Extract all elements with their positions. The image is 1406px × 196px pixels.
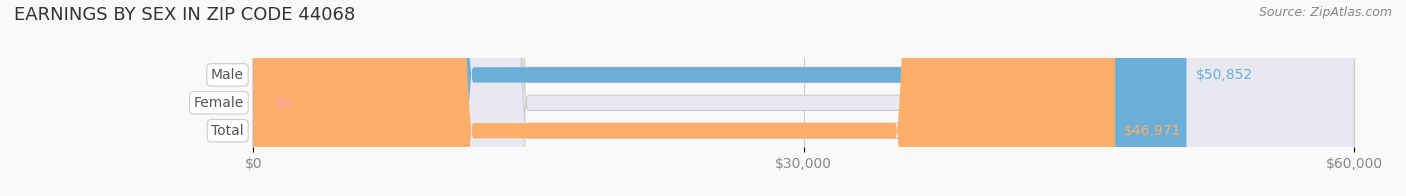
Text: Source: ZipAtlas.com: Source: ZipAtlas.com bbox=[1258, 6, 1392, 19]
Text: $50,852: $50,852 bbox=[1195, 68, 1253, 82]
Text: Male: Male bbox=[211, 68, 245, 82]
Text: EARNINGS BY SEX IN ZIP CODE 44068: EARNINGS BY SEX IN ZIP CODE 44068 bbox=[14, 6, 356, 24]
FancyBboxPatch shape bbox=[253, 0, 1187, 196]
Text: $46,971: $46,971 bbox=[1125, 124, 1182, 138]
FancyBboxPatch shape bbox=[253, 0, 1115, 196]
FancyBboxPatch shape bbox=[253, 0, 1354, 196]
FancyBboxPatch shape bbox=[253, 0, 1354, 196]
FancyBboxPatch shape bbox=[253, 0, 1354, 196]
Text: Female: Female bbox=[194, 96, 245, 110]
Text: Total: Total bbox=[211, 124, 245, 138]
Text: $0: $0 bbox=[276, 96, 292, 110]
